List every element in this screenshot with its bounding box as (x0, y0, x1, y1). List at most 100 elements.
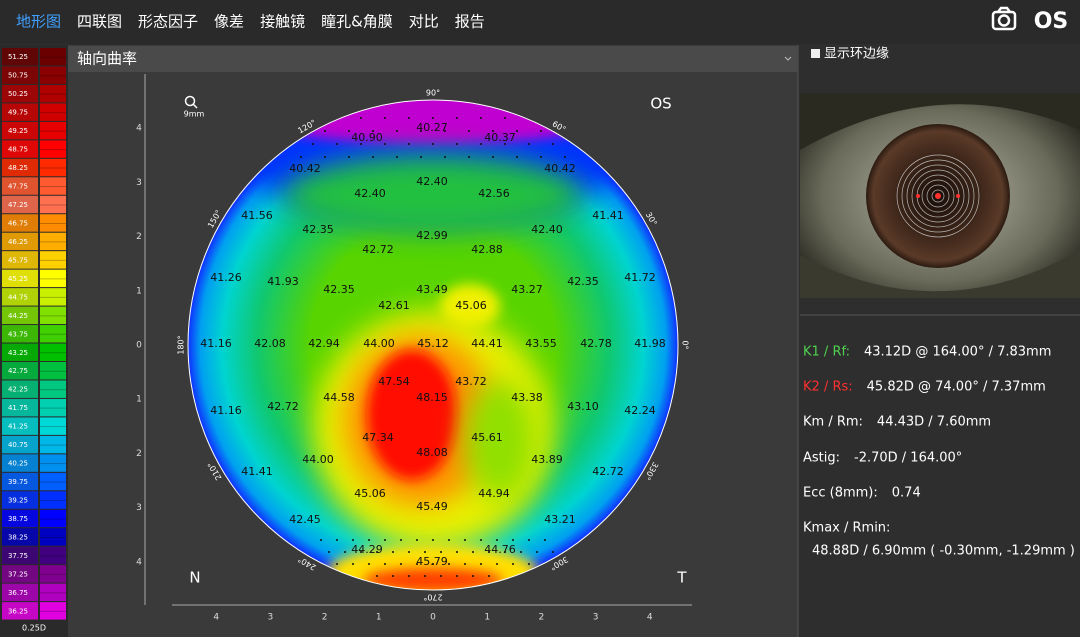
scale-swatch (40, 361, 66, 380)
scale-swatch (40, 121, 66, 140)
map-value: 44.58 (323, 391, 355, 404)
scale-swatch (2, 417, 38, 435)
map-value: 47.54 (378, 375, 410, 388)
map-value: 42.35 (302, 223, 334, 236)
map-value: 44.00 (363, 337, 395, 350)
zoom-icon[interactable] (184, 95, 198, 109)
map-type-label: 轴向曲率 (77, 50, 137, 68)
measure-dot (480, 563, 482, 565)
measure-dot (408, 575, 410, 577)
scale-swatch (40, 546, 66, 565)
measure-dot (540, 130, 542, 132)
y-tick-label: 3 (136, 503, 142, 513)
metric-label: Ecc (8mm): (803, 486, 878, 501)
scale-swatch (2, 84, 38, 103)
measure-dot (552, 551, 554, 553)
nav-tab[interactable]: 地形图 (16, 13, 61, 31)
scale-swatch (2, 48, 38, 66)
map-type-select[interactable] (68, 46, 797, 72)
measure-dot (348, 156, 350, 158)
map-eye: OS (650, 95, 671, 113)
scale-swatch (40, 325, 66, 343)
scale-swatch (40, 472, 66, 491)
nav-tab[interactable]: 形态因子 (138, 13, 198, 31)
measure-dot (376, 575, 378, 577)
map-value: 42.45 (289, 513, 321, 526)
measure-dot (396, 130, 398, 132)
map-value: 41.41 (592, 209, 624, 222)
temporal-label: T (676, 569, 687, 587)
scale-swatch (40, 84, 66, 103)
scale-swatch (40, 103, 66, 121)
map-value: 41.41 (241, 465, 273, 478)
metric-label: Kmax / Rmin: (803, 521, 890, 536)
scale-label: 44.25 (8, 312, 28, 320)
nav-tab[interactable]: 报告 (455, 13, 485, 31)
map-value: 42.56 (478, 187, 510, 200)
measure-dot (432, 563, 434, 565)
scale-swatch (2, 380, 38, 398)
scale-label: 40.25 (8, 460, 28, 468)
scale-label: 51.25 (8, 53, 28, 61)
nav-tab[interactable]: 瞳孔&角膜 (321, 13, 393, 31)
measure-dot (432, 539, 434, 541)
measure-dot (352, 563, 354, 565)
map-value: 48.08 (416, 446, 448, 459)
measure-dot (464, 563, 466, 565)
measure-dot (408, 143, 410, 145)
scale-swatch (2, 214, 38, 232)
measure-dot (336, 563, 338, 565)
map-value: 42.99 (416, 229, 448, 242)
scale-label: 42.75 (8, 367, 28, 375)
scale-label: 50.75 (8, 72, 28, 80)
measure-dot (432, 143, 434, 145)
scale-label: 42.25 (8, 386, 28, 394)
map-value: 42.88 (471, 243, 503, 256)
nav-tab[interactable]: 像差 (214, 13, 244, 31)
scale-label: 36.75 (8, 589, 28, 597)
scale-swatch (2, 398, 38, 417)
eye-side: OS (1034, 9, 1069, 34)
y-tick-label: 0 (136, 341, 142, 351)
nav-tab[interactable]: 对比 (409, 13, 439, 31)
measure-dot (368, 563, 370, 565)
map-value: 41.56 (241, 209, 273, 222)
scale-swatch (2, 435, 38, 454)
measure-dot (480, 143, 482, 145)
metric-label: Km / Rm: (803, 415, 863, 430)
measure-dot (504, 143, 506, 145)
x-tick-label: 4 (213, 613, 219, 623)
map-value: 40.90 (351, 131, 383, 144)
nav-tab[interactable]: 四联图 (77, 13, 122, 31)
scale-swatch (40, 454, 66, 472)
measure-dot (420, 130, 422, 132)
metric-value: 45.82D @ 74.00° / 7.37mm (867, 380, 1046, 395)
checkbox[interactable] (811, 49, 820, 58)
map-value: 45.79 (416, 555, 448, 568)
measure-dot (528, 563, 530, 565)
scale-swatch (40, 343, 66, 361)
map-value: 40.42 (544, 162, 576, 175)
scale-label: 49.75 (8, 109, 28, 117)
measure-dot (448, 563, 450, 565)
x-tick-label: 4 (647, 613, 653, 623)
scale-swatch (40, 602, 66, 620)
scale-swatch (2, 306, 38, 325)
measure-dot (392, 575, 394, 577)
scale-label: 44.75 (8, 293, 28, 301)
measure-dot (504, 117, 506, 119)
measure-dot (344, 551, 346, 553)
nav-tab[interactable]: 接触镜 (260, 13, 305, 31)
measure-dot (408, 117, 410, 119)
scale-label: 38.25 (8, 533, 28, 541)
measure-dot (424, 575, 426, 577)
measure-dot (528, 143, 530, 145)
scale-label: 49.25 (8, 127, 28, 135)
measure-dot (456, 551, 458, 553)
scale-label: 40.75 (8, 441, 28, 449)
scale-swatch (2, 343, 38, 361)
x-tick-label: 1 (376, 613, 382, 623)
camera-icon[interactable] (991, 6, 1017, 31)
measure-dot (472, 551, 474, 553)
measure-dot (432, 117, 434, 119)
